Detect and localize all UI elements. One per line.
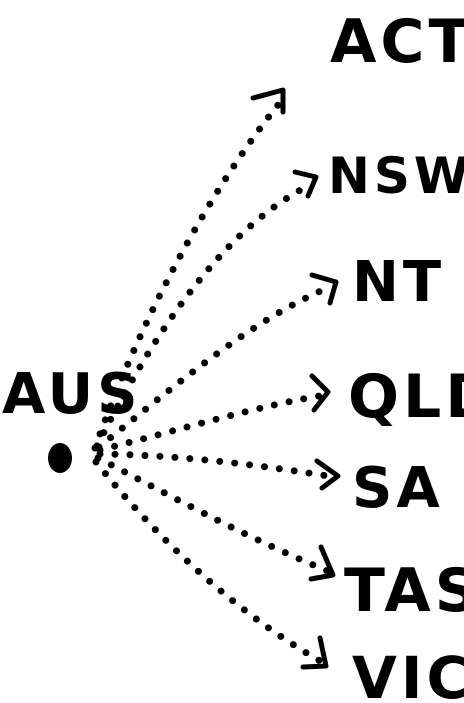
target-label-act: ACT — [330, 7, 464, 77]
edge-sa — [96, 450, 341, 491]
edge-sa-line — [96, 450, 338, 481]
edge-nt-arrowhead — [309, 272, 339, 306]
edge-vic-line — [92, 458, 326, 666]
target-label-nsw: NSW — [328, 147, 464, 205]
edge-nsw-line — [93, 181, 314, 450]
target-label-tas: TAS — [344, 556, 464, 626]
edge-tas — [94, 454, 336, 582]
source-node — [48, 443, 72, 473]
edge-sa-arrowhead — [314, 458, 341, 491]
edge-qld — [96, 373, 331, 454]
target-label-nt: NT — [352, 250, 445, 315]
source-label: AUS — [2, 362, 141, 427]
edge-act-line — [91, 101, 282, 452]
edge-qld-arrowhead — [309, 373, 331, 413]
edge-tas-arrowhead — [308, 544, 336, 582]
target-label-qld: QLD — [348, 362, 464, 432]
target-label-sa: SA — [352, 456, 444, 521]
edge-act — [91, 87, 286, 452]
edge-nt — [95, 272, 339, 451]
edge-qld-line — [96, 391, 330, 454]
edge-vic-arrowhead — [300, 635, 329, 670]
edge-act-arrowhead — [250, 87, 286, 115]
target-label-vic: VIC — [352, 644, 464, 703]
edge-vic — [92, 458, 329, 670]
edge-nsw-arrowhead — [292, 169, 319, 199]
edge-nsw — [93, 169, 319, 450]
edge-tas-line — [94, 454, 334, 576]
